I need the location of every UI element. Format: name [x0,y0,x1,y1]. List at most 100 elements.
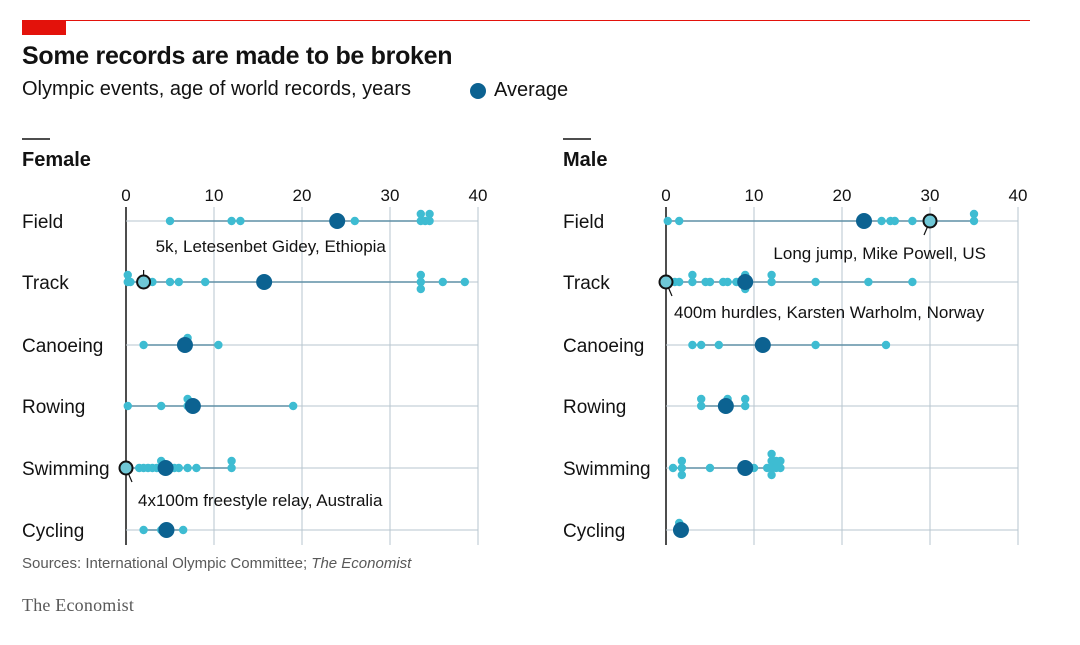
data-point [767,449,776,459]
data-point [675,277,684,287]
average-marker [256,274,273,290]
data-point [183,463,192,473]
data-point [677,470,687,480]
data-point [227,456,236,466]
data-point [425,216,434,226]
data-point [201,277,210,287]
category-label: Canoeing [22,336,103,357]
data-point [123,401,132,411]
category-label: Cycling [22,521,84,542]
data-point [227,463,236,473]
data-point [179,525,188,535]
x-tick-label: 30 [381,186,400,205]
highlight-marker [136,274,152,290]
data-point [350,216,359,226]
data-point [877,216,886,226]
average-marker [717,398,734,414]
average-marker [754,337,771,353]
data-point [881,340,891,350]
average-marker [856,213,872,229]
category-label: Swimming [563,459,651,480]
data-point [705,463,715,473]
average-marker [184,398,201,414]
data-point [776,456,785,466]
average-marker [158,522,175,538]
data-point [969,209,979,219]
average-marker [329,213,346,229]
data-point [723,277,732,287]
data-point [811,340,820,350]
data-point [165,277,175,287]
x-tick-label: 0 [121,186,130,205]
data-point [174,463,183,473]
data-point [767,470,776,480]
data-point [416,209,425,219]
data-point [416,277,425,287]
category-label: Field [22,212,63,233]
category-label: Swimming [22,459,110,480]
data-point [741,394,750,404]
data-point [714,340,723,350]
highlight-marker [658,274,674,290]
data-point [157,401,166,411]
data-point [705,277,715,287]
legend: Average [470,79,568,102]
data-point [126,277,135,287]
data-point [890,216,899,226]
data-point [460,277,469,287]
annotation-label: Long jump, Mike Powell, US [773,244,986,263]
data-point [688,340,697,350]
data-point [139,525,148,535]
data-point [416,284,425,294]
data-point [811,277,820,287]
data-point [289,401,298,411]
annotation-label: 400m hurdles, Karsten Warholm, Norway [674,303,985,322]
x-tick-label: 40 [1009,186,1028,205]
annotation-label: 4x100m freestyle relay, Australia [138,491,383,510]
average-marker [737,274,754,290]
data-point [741,401,750,411]
legend-average-label: Average [494,79,569,101]
source-publication: The Economist [311,555,412,572]
x-tick-label: 0 [661,186,670,205]
annotation-label: 5k, Letesenbet Gidey, Ethiopia [156,237,387,256]
average-marker [176,337,193,353]
data-point [697,340,706,350]
data-point [908,277,917,287]
data-point [677,456,687,466]
data-point [688,277,697,287]
source-text: Sources: International Olympic Committee… [22,555,312,572]
average-marker [157,460,174,476]
x-tick-label: 20 [833,186,852,205]
x-tick-label: 10 [205,186,224,205]
data-point [438,277,447,287]
category-label: Rowing [22,397,85,418]
data-point [668,463,678,473]
category-label: Cycling [563,521,625,542]
data-point [697,394,706,404]
data-point [969,216,979,226]
data-point [767,270,776,280]
data-point [675,216,684,226]
data-point [236,216,245,226]
panel-title: Male [563,149,607,171]
data-point [174,277,183,287]
data-point [227,216,236,226]
legend-average-marker [470,82,486,99]
x-tick-label: 30 [921,186,940,205]
source-note: Sources: International Olympic Committee… [22,555,411,572]
category-label: Track [22,273,69,294]
x-tick-label: 10 [745,186,764,205]
data-point [416,270,425,280]
highlight-marker [118,460,134,476]
data-point [425,209,434,219]
chart-subtitle: Olympic events, age of world records, ye… [22,78,412,100]
x-tick-label: 20 [293,186,312,205]
header-rule [22,20,1030,21]
brand-logo: The Economist [22,595,135,615]
category-label: Field [563,212,604,233]
average-marker [737,460,754,476]
data-point [908,216,917,226]
panel-male: Male 0 10 20 30 40 Field Track Canoeing Rowing Swi… [563,138,1028,545]
